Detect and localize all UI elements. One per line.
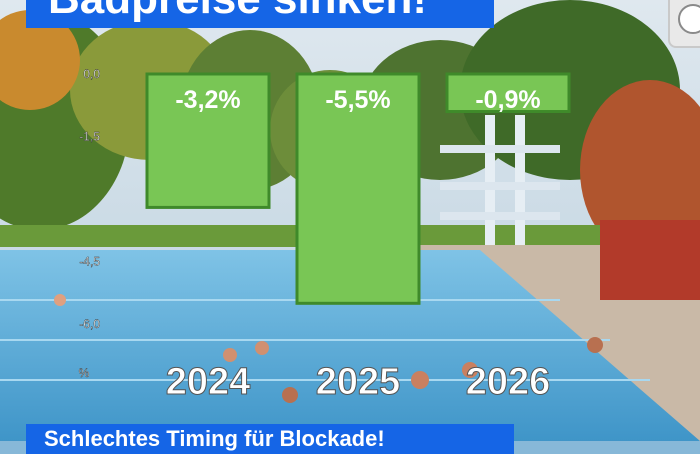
footer-banner: Schlechtes Timing für Blockade! [26,424,514,454]
clock-tower [668,0,700,48]
headline-text: Badpreise sinken! [48,0,427,23]
y-tick-label: 0,0 [83,67,100,81]
category-label: 2024 [166,361,251,403]
bar [295,72,421,305]
y-axis-label: % [79,366,90,380]
bar-value-label: -5,5% [325,86,390,114]
headline-banner: Badpreise sinken! [26,0,494,28]
bar-value-label: -3,2% [175,86,240,114]
bar [145,72,271,209]
clock-icon [678,4,700,34]
category-label: 2026 [466,361,551,403]
bar [445,72,571,114]
category-label: 2025 [316,361,401,403]
y-tick-label: -6,0 [79,317,100,331]
bar-value-label: -0,9% [475,86,540,114]
y-tick-label: -1,5 [79,130,100,144]
footer-text: Schlechtes Timing für Blockade! [44,426,385,451]
y-tick-label: -4,5 [79,255,100,269]
price-change-chart: 0,0 -1,5 -4,5 -6,0% -3,2% 2024 -5,5% 2025 -0,9% 2… [78,67,571,404]
